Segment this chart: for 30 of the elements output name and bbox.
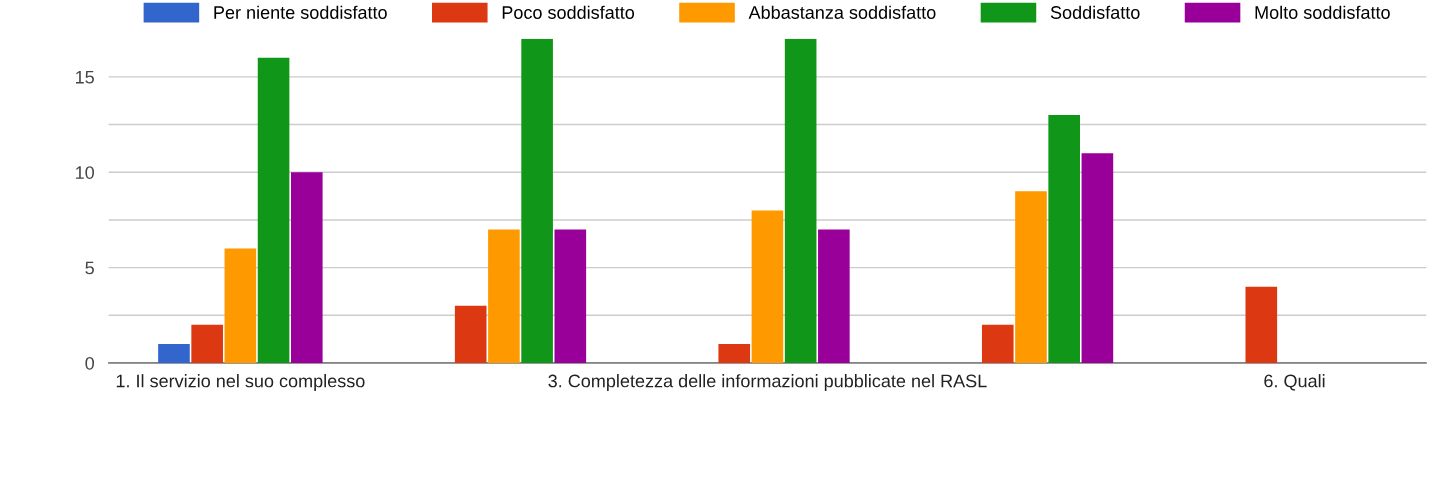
legend-label: Soddisfatto xyxy=(1050,5,1140,19)
bar xyxy=(818,229,850,363)
legend-label: Per niente soddisfatto xyxy=(214,5,387,19)
bar xyxy=(191,324,223,363)
bar xyxy=(784,38,817,363)
bar xyxy=(751,210,784,363)
y-tick-label: 15 xyxy=(76,70,94,84)
x-tick-label: 3. Completezza delle informazioni pubblicate nel RASL xyxy=(548,374,987,391)
legend-label: Abbastanza soddisfatto xyxy=(748,5,936,19)
legend-label: Poco soddisfatto xyxy=(502,5,635,19)
bar xyxy=(158,343,190,363)
bar xyxy=(1048,115,1080,363)
bar xyxy=(1015,191,1047,363)
y-tick-label: 0 xyxy=(85,356,95,370)
bar xyxy=(981,324,1014,363)
bar xyxy=(290,172,323,363)
legend-label: Molto soddisfatto xyxy=(1255,5,1390,19)
x-tick-label: 1. Il servizio nel suo complesso xyxy=(116,374,365,391)
bar xyxy=(1245,286,1278,363)
bar xyxy=(1081,153,1114,363)
bar xyxy=(521,38,553,363)
y-tick-label: 10 xyxy=(76,166,95,179)
y-tick-label: 5 xyxy=(85,261,94,275)
bar xyxy=(718,343,751,363)
bar xyxy=(554,229,587,363)
x-tick-label: 6. Quali xyxy=(1264,374,1325,391)
bar xyxy=(488,229,520,363)
bar xyxy=(454,305,487,363)
bar xyxy=(257,57,290,363)
bar xyxy=(224,248,257,363)
